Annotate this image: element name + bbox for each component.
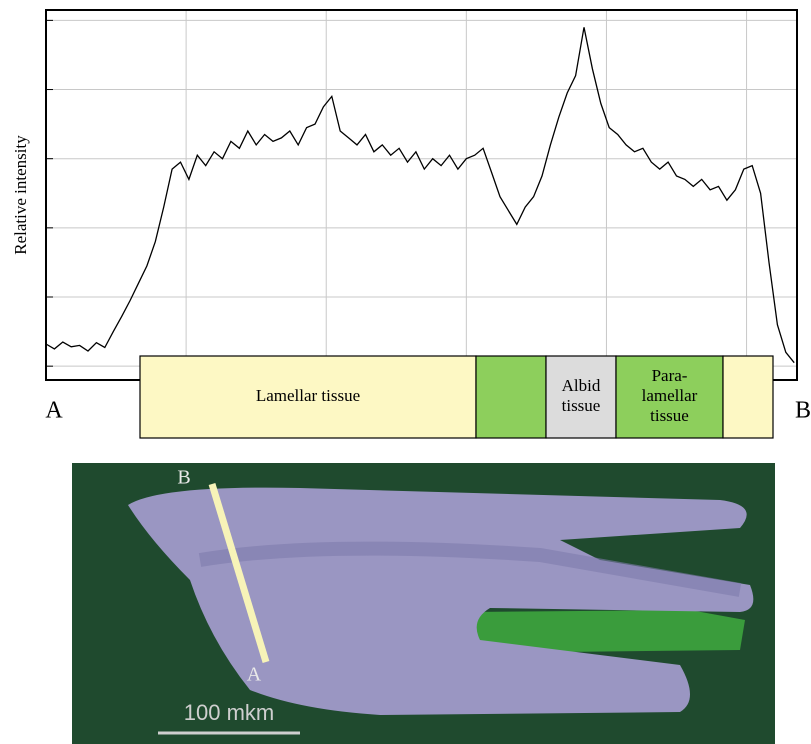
tissue-zone xyxy=(476,356,546,438)
endpoint-label: A xyxy=(45,398,63,424)
zone-label: lamellar xyxy=(642,386,698,405)
micrograph-label: A xyxy=(247,664,262,686)
zone-label: Albid xyxy=(562,376,601,395)
intensity-line xyxy=(46,27,794,362)
zone-label: Lamellar tissue xyxy=(256,386,360,405)
endpoint-label: B xyxy=(795,398,811,424)
zone-label: tissue xyxy=(650,406,689,425)
y-axis-label: Relative intensity xyxy=(11,135,30,255)
figure: Relative intensity B A 100 mkm Lamellar … xyxy=(0,0,811,744)
micrograph-label: B xyxy=(177,467,190,489)
plot-frame xyxy=(46,10,797,380)
zone-label: Para- xyxy=(652,366,688,385)
plot xyxy=(46,10,797,380)
scale-bar-label: 100 mkm xyxy=(184,700,274,725)
tissue-zone xyxy=(723,356,773,438)
micrograph: B A 100 mkm xyxy=(72,463,775,744)
zone-label: tissue xyxy=(562,396,601,415)
